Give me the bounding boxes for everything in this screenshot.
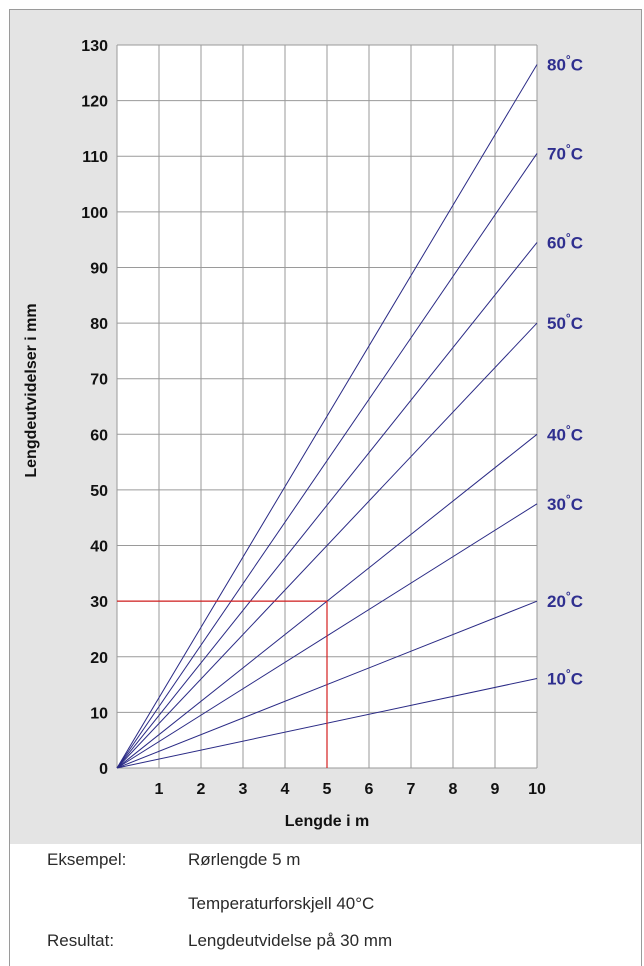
x-tick-label: 3 (239, 781, 248, 798)
example-temp-difference: Temperaturforskjell 40°C (188, 894, 375, 913)
x-tick-label: 10 (528, 781, 546, 798)
example-pipe-length: Rørlengde 5 m (188, 850, 301, 869)
y-tick-label: 50 (90, 483, 108, 500)
series-label-50c: 50°C (547, 311, 583, 333)
y-tick-label: 80 (90, 316, 108, 333)
series-line-70c (116, 153, 538, 769)
series-label-70c: 70°C (547, 141, 583, 163)
y-tick-label: 0 (99, 761, 108, 778)
y-tick-label: 100 (81, 205, 108, 222)
y-tick-label: 30 (90, 594, 108, 611)
series-line-50c (116, 322, 538, 769)
series-line-60c (116, 242, 538, 769)
y-axis-title: Lengdeutvidelser i mm (23, 303, 40, 477)
example-label: Eksempel: (47, 850, 127, 869)
series-label-20c: 20°C (547, 589, 583, 611)
y-tick-label: 120 (81, 94, 108, 111)
x-tick-label: 6 (365, 781, 374, 798)
x-tick-label: 5 (323, 781, 332, 798)
result-label: Resultat: (47, 931, 115, 950)
x-tick-label: 9 (491, 781, 500, 798)
y-tick-label: 110 (82, 149, 108, 166)
x-tick-label: 7 (407, 781, 416, 798)
chart-panel: 0 10 20 30 40 50 60 70 80 90 100 110 120 130 1 2 3 4 5 6 7 8 9… (10, 10, 641, 844)
y-tick-label: 20 (90, 650, 108, 667)
y-tick-label: 60 (90, 427, 108, 444)
series-label-80c: 80°C (547, 52, 583, 74)
y-tick-label: 10 (90, 705, 108, 722)
y-tick-label: 130 (81, 38, 108, 55)
result-text: Lengdeutvidelse på 30 mm (188, 931, 393, 950)
x-tick-label: 8 (449, 781, 458, 798)
y-tick-label: 40 (90, 539, 108, 556)
x-tick-label: 2 (197, 781, 206, 798)
series-label-40c: 40°C (547, 422, 583, 444)
x-tick-label: 1 (155, 781, 164, 798)
y-tick-label: 70 (90, 372, 108, 389)
series-label-60c: 60°C (547, 230, 583, 252)
series-line-80c (116, 64, 538, 769)
series-label-10c: 10°C (547, 666, 583, 688)
expansion-chart: 0 10 20 30 40 50 60 70 80 90 100 110 120 130 1 2 3 4 5 6 7 8 9… (23, 38, 583, 830)
y-tick-label: 90 (90, 260, 108, 277)
series-label-30c: 30°C (547, 492, 583, 514)
x-tick-label: 4 (281, 781, 290, 798)
x-axis-title: Lengde i m (285, 813, 369, 830)
